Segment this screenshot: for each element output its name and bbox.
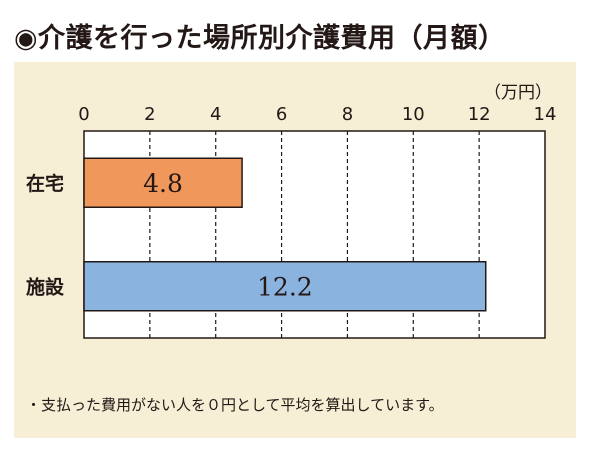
bar	[83, 261, 487, 312]
footnote: ・支払った費用がない人を０円として平均を算出しています。	[26, 396, 444, 414]
bar-value-label: 4.8	[143, 169, 183, 198]
x-tick-label: 14	[534, 104, 557, 125]
unit-label: （万円）	[484, 83, 552, 103]
bar	[83, 157, 243, 208]
x-tick-label: 10	[402, 104, 425, 125]
category-label: 施設	[26, 275, 65, 298]
x-tick-label: 8	[342, 104, 353, 125]
chart-title: ◉介護を行った場所別介護費用（月額）	[14, 23, 506, 54]
category-label: 在宅	[26, 172, 64, 195]
x-tick-label: 12	[468, 104, 491, 125]
x-tick-label: 4	[210, 104, 221, 125]
bar-value-label: 12.2	[257, 272, 313, 301]
bars: 4.8 12.2	[83, 157, 487, 312]
x-tick-label: 2	[144, 104, 155, 125]
x-tick-label: 6	[276, 104, 287, 125]
x-tick-label: 0	[78, 104, 89, 125]
x-tick-labels: 0 2 4 6 8 10 12 14	[78, 104, 556, 125]
